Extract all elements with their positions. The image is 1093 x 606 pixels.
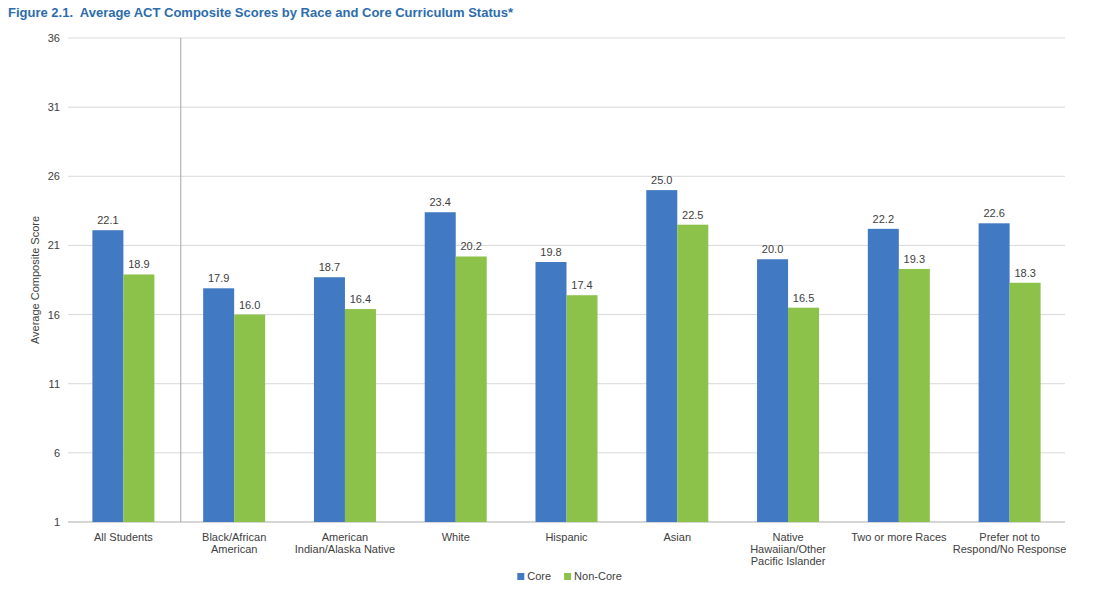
data-label: 22.6 — [983, 207, 1004, 219]
y-tick-label: 21 — [48, 239, 60, 251]
chart-svg: Figure 2.1. Average ACT Composite Scores… — [0, 0, 1093, 606]
x-tick-label: All Students — [94, 531, 153, 543]
data-label: 17.4 — [571, 279, 592, 291]
x-tick-label-line: All Students — [94, 531, 153, 543]
bar — [536, 262, 567, 522]
data-label: 18.7 — [319, 261, 340, 273]
bar — [314, 277, 345, 522]
x-tick-label: White — [442, 531, 470, 543]
x-tick-label: NativeHawaiian/OtherPacific Islander — [750, 531, 826, 567]
x-tick-label: Black/AfricanAmerican — [202, 531, 266, 555]
x-tick-label: Asian — [664, 531, 692, 543]
grid-line — [68, 176, 1065, 177]
data-label: 17.9 — [208, 272, 229, 284]
bar — [92, 230, 123, 522]
legend-label: Core — [527, 570, 551, 582]
bar — [677, 225, 708, 522]
x-tick-label-line: Asian — [664, 531, 692, 543]
data-label: 19.8 — [540, 246, 561, 258]
legend: Core Non-Core — [517, 570, 621, 582]
bar — [425, 212, 456, 522]
y-tick-label: 11 — [49, 378, 60, 390]
y-tick-label: 16 — [48, 309, 60, 321]
data-label: 18.9 — [128, 258, 149, 270]
data-label: 18.3 — [1014, 267, 1035, 279]
title: Figure 2.1. Average ACT Composite Scores… — [8, 5, 514, 20]
bar — [757, 259, 788, 522]
x-tick-label-line: Hawaiian/Other — [750, 543, 826, 555]
legend-swatch — [564, 573, 571, 580]
bar — [899, 269, 930, 522]
data-label: 16.5 — [793, 292, 814, 304]
data-label: 19.3 — [904, 253, 925, 265]
y-tick-label: 6 — [54, 447, 60, 459]
y-tick-label: 1 — [54, 516, 60, 528]
x-tick-label-line: Native — [772, 531, 803, 543]
x-tick-label: Hispanic — [545, 531, 588, 543]
grid-line — [68, 107, 1065, 108]
grid-line — [68, 38, 1065, 39]
data-label: 22.5 — [682, 209, 703, 221]
x-tick-label-line: Two or more Races — [851, 531, 947, 543]
group-separator — [180, 38, 181, 522]
x-tick-label-line: Prefer not to — [979, 531, 1040, 543]
legend-label: Non-Core — [574, 570, 622, 582]
y-tick-label: 36 — [48, 32, 60, 44]
bars — [92, 190, 1040, 522]
x-tick-label-line: Black/African — [202, 531, 266, 543]
x-tick-label-line: White — [442, 531, 470, 543]
x-tick-label-line: Hispanic — [545, 531, 588, 543]
bar — [567, 295, 598, 522]
x-tick-label-line: American — [211, 543, 257, 555]
data-label: 22.1 — [97, 214, 118, 226]
bar — [1010, 283, 1041, 522]
data-label: 20.2 — [461, 240, 482, 252]
data-label: 20.0 — [762, 243, 783, 255]
bar — [123, 274, 154, 522]
x-tick-label-line: American — [322, 531, 368, 543]
data-label: 25.0 — [651, 174, 672, 186]
data-label: 23.4 — [430, 196, 451, 208]
bar — [345, 309, 376, 522]
x-tick-label: Prefer not toRespond/No Response — [953, 531, 1067, 555]
background — [0, 0, 1093, 606]
bar — [979, 223, 1010, 522]
data-label: 16.4 — [350, 293, 371, 305]
data-label: 22.2 — [873, 213, 894, 225]
chart-container: Figure 2.1. Average ACT Composite Scores… — [0, 0, 1093, 606]
x-tick-label-line: Pacific Islander — [751, 555, 826, 567]
bar — [203, 288, 234, 522]
y-axis-label: Average Composite Score — [29, 216, 41, 344]
bar — [456, 256, 487, 522]
bar — [868, 229, 899, 522]
bar — [234, 315, 265, 522]
grid-line — [68, 245, 1065, 246]
x-tick-label: AmericanIndian/Alaska Native — [295, 531, 395, 555]
legend-swatch — [517, 573, 524, 580]
x-tick-label: Two or more Races — [851, 531, 947, 543]
y-tick-label: 31 — [48, 101, 60, 113]
x-tick-label-line: Indian/Alaska Native — [295, 543, 395, 555]
y-tick-label: 26 — [48, 170, 60, 182]
bar — [788, 308, 819, 522]
data-label: 16.0 — [239, 299, 260, 311]
bar — [646, 190, 677, 522]
x-tick-label-line: Respond/No Response — [953, 543, 1067, 555]
